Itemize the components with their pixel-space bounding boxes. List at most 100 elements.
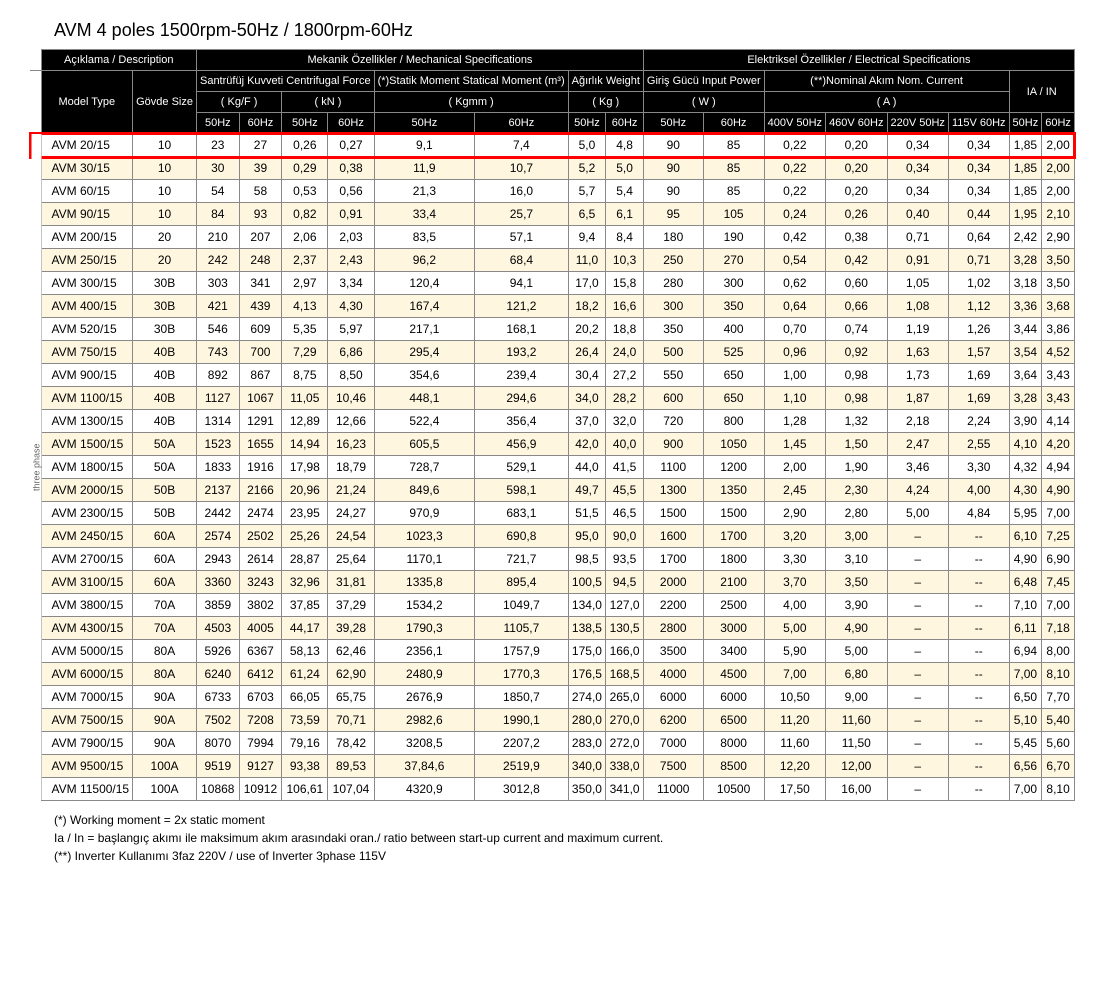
cell-nc220: 0,91 [887, 249, 948, 272]
table-row: AVM 2700/1560A2943261428,8725,641170,172… [31, 548, 1075, 571]
cell-nc400: 0,22 [764, 180, 825, 203]
cell-w50: 98,5 [568, 548, 606, 571]
footnote-2: Ia / In = başlangıç akımı ile maksimum a… [54, 829, 1065, 847]
cell-ia50: 4,10 [1009, 433, 1042, 456]
cell-ip50: 300 [643, 295, 703, 318]
cell-size: 40B [133, 341, 197, 364]
cell-w60: 265,0 [606, 686, 644, 709]
cell-size: 50B [133, 502, 197, 525]
cell-kn50: 12,89 [282, 410, 328, 433]
cell-ia50: 6,48 [1009, 571, 1042, 594]
cell-ia60: 3,50 [1042, 249, 1075, 272]
table-row: three phaseAVM 20/151023270,260,279,17,4… [31, 134, 1075, 157]
cell-nc400: 11,60 [764, 732, 825, 755]
cell-kn50: 23,95 [282, 502, 328, 525]
cell-size: 60A [133, 548, 197, 571]
cell-nc400: 3,30 [764, 548, 825, 571]
cell-ip60: 650 [703, 387, 764, 410]
table-row: AVM 60/151054580,530,5621,316,05,75,4908… [31, 180, 1075, 203]
cell-sm60: 94,1 [475, 272, 568, 295]
header-inputpower: Giriş Gücü Input Power [643, 71, 764, 92]
cell-w60: 27,2 [606, 364, 644, 387]
cell-nc460: 4,90 [826, 617, 887, 640]
cell-nc460: 0,20 [826, 180, 887, 203]
cell-model: AVM 3100/15 [41, 571, 133, 594]
cell-kn50: 73,59 [282, 709, 328, 732]
cell-nc460: 5,00 [826, 640, 887, 663]
cell-ia50: 1,85 [1009, 134, 1042, 157]
cell-model: AVM 30/15 [41, 157, 133, 180]
cell-w50: 283,0 [568, 732, 606, 755]
cell-w50: 11,0 [568, 249, 606, 272]
cell-cf50: 546 [196, 318, 239, 341]
cell-nc220: 4,24 [887, 479, 948, 502]
cell-w60: 18,8 [606, 318, 644, 341]
cell-ia50: 1,85 [1009, 157, 1042, 180]
table-body: three phaseAVM 20/151023270,260,279,17,4… [31, 134, 1075, 801]
cell-sm60: 193,2 [475, 341, 568, 364]
cell-kn50: 0,82 [282, 203, 328, 226]
cell-ia60: 4,20 [1042, 433, 1075, 456]
footnote-1: (*) Working moment = 2x static moment [54, 811, 1065, 829]
cell-nc220: 1,19 [887, 318, 948, 341]
cell-nc220: – [887, 709, 948, 732]
cell-kn60: 65,75 [328, 686, 374, 709]
cell-nc115: 2,55 [948, 433, 1009, 456]
cell-sm50: 605,5 [374, 433, 475, 456]
cell-nc115: 0,34 [948, 157, 1009, 180]
cell-ip50: 2200 [643, 594, 703, 617]
cell-kn60: 18,79 [328, 456, 374, 479]
cell-nc400: 10,50 [764, 686, 825, 709]
cell-size: 60A [133, 571, 197, 594]
cell-nc220: 0,34 [887, 180, 948, 203]
cell-size: 70A [133, 617, 197, 640]
cell-ia50: 3,18 [1009, 272, 1042, 295]
cell-w50: 18,2 [568, 295, 606, 318]
cell-w50: 44,0 [568, 456, 606, 479]
table-row: AVM 7500/1590A7502720873,5970,712982,619… [31, 709, 1075, 732]
cell-nc220: – [887, 755, 948, 778]
cell-nc460: 0,60 [826, 272, 887, 295]
header-a: ( A ) [764, 92, 1009, 113]
cell-ia60: 6,90 [1042, 548, 1075, 571]
table-header: Açıklama / Description Mekanik Özellikle… [31, 50, 1075, 134]
cell-sm60: 239,4 [475, 364, 568, 387]
cell-ip50: 11000 [643, 778, 703, 801]
sub-60hz: 60Hz [703, 113, 764, 134]
cell-sm50: 1170,1 [374, 548, 475, 571]
cell-nc400: 1,45 [764, 433, 825, 456]
cell-w50: 280,0 [568, 709, 606, 732]
cell-ip50: 1300 [643, 479, 703, 502]
cell-nc460: 3,00 [826, 525, 887, 548]
cell-cf60: 248 [239, 249, 282, 272]
cell-model: AVM 300/15 [41, 272, 133, 295]
cell-kn60: 8,50 [328, 364, 374, 387]
cell-cf50: 892 [196, 364, 239, 387]
cell-w50: 26,4 [568, 341, 606, 364]
cell-nc115: -- [948, 594, 1009, 617]
cell-ip50: 7500 [643, 755, 703, 778]
cell-sm50: 849,6 [374, 479, 475, 502]
cell-nc460: 0,26 [826, 203, 887, 226]
cell-ip50: 280 [643, 272, 703, 295]
cell-w50: 274,0 [568, 686, 606, 709]
cell-nc220: 2,47 [887, 433, 948, 456]
cell-w50: 176,5 [568, 663, 606, 686]
cell-nc115: 3,30 [948, 456, 1009, 479]
cell-sm60: 3012,8 [475, 778, 568, 801]
cell-ia50: 4,90 [1009, 548, 1042, 571]
cell-kn50: 106,61 [282, 778, 328, 801]
sub-460v: 460V 60Hz [826, 113, 887, 134]
cell-cf60: 7994 [239, 732, 282, 755]
cell-ia60: 6,70 [1042, 755, 1075, 778]
cell-sm50: 37,84,6 [374, 755, 475, 778]
cell-model: AVM 3800/15 [41, 594, 133, 617]
cell-nc400: 5,90 [764, 640, 825, 663]
cell-cf50: 1523 [196, 433, 239, 456]
cell-w60: 45,5 [606, 479, 644, 502]
cell-ip60: 190 [703, 226, 764, 249]
cell-ia60: 2,00 [1042, 157, 1075, 180]
cell-kn60: 2,03 [328, 226, 374, 249]
cell-sm50: 1335,8 [374, 571, 475, 594]
cell-cf50: 2137 [196, 479, 239, 502]
